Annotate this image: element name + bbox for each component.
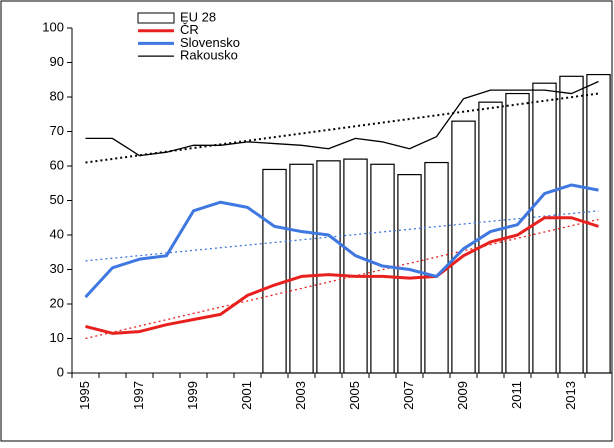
y-tick-label: 40 bbox=[50, 226, 64, 241]
x-tick-label: 1995 bbox=[77, 381, 92, 410]
y-tick-label: 30 bbox=[50, 261, 64, 276]
y-tick-label: 10 bbox=[50, 330, 64, 345]
line bbox=[85, 216, 599, 335]
y-tick-label: 90 bbox=[50, 54, 64, 69]
bar bbox=[262, 168, 287, 374]
x-tick-label: 2007 bbox=[401, 381, 416, 410]
legend-label: Slovensko bbox=[180, 35, 240, 50]
trendline bbox=[85, 210, 599, 262]
bar bbox=[289, 163, 314, 374]
bar bbox=[532, 82, 557, 374]
bar bbox=[370, 163, 395, 374]
x-tick-label: 2005 bbox=[347, 381, 362, 410]
x-tick-label: 2013 bbox=[563, 381, 578, 410]
y-tick-label: 0 bbox=[57, 364, 64, 379]
x-tick-label: 1999 bbox=[185, 381, 200, 410]
y-tick-label: 20 bbox=[50, 295, 64, 310]
y-tick-label: 50 bbox=[50, 192, 64, 207]
y-tick-label: 80 bbox=[50, 88, 64, 103]
x-tick-label: 2003 bbox=[293, 381, 308, 410]
line bbox=[84, 183, 599, 299]
y-tick-label: 100 bbox=[42, 19, 64, 34]
y-tick-label: 70 bbox=[50, 123, 64, 138]
legend-label: EU 28 bbox=[180, 9, 216, 24]
legend-label: Rakousko bbox=[180, 48, 238, 63]
x-tick-label: 2009 bbox=[455, 381, 470, 410]
legend-label: ČR bbox=[180, 22, 199, 37]
bar bbox=[316, 160, 341, 374]
legend-swatch bbox=[137, 12, 175, 24]
x-tick-label: 2011 bbox=[509, 381, 524, 409]
bar bbox=[559, 75, 584, 374]
x-tick-label: 1997 bbox=[131, 381, 146, 410]
x-tick-label: 2001 bbox=[239, 381, 254, 410]
line bbox=[85, 80, 599, 157]
bar bbox=[397, 174, 422, 374]
y-tick-label: 60 bbox=[50, 157, 64, 172]
bar bbox=[343, 158, 368, 374]
